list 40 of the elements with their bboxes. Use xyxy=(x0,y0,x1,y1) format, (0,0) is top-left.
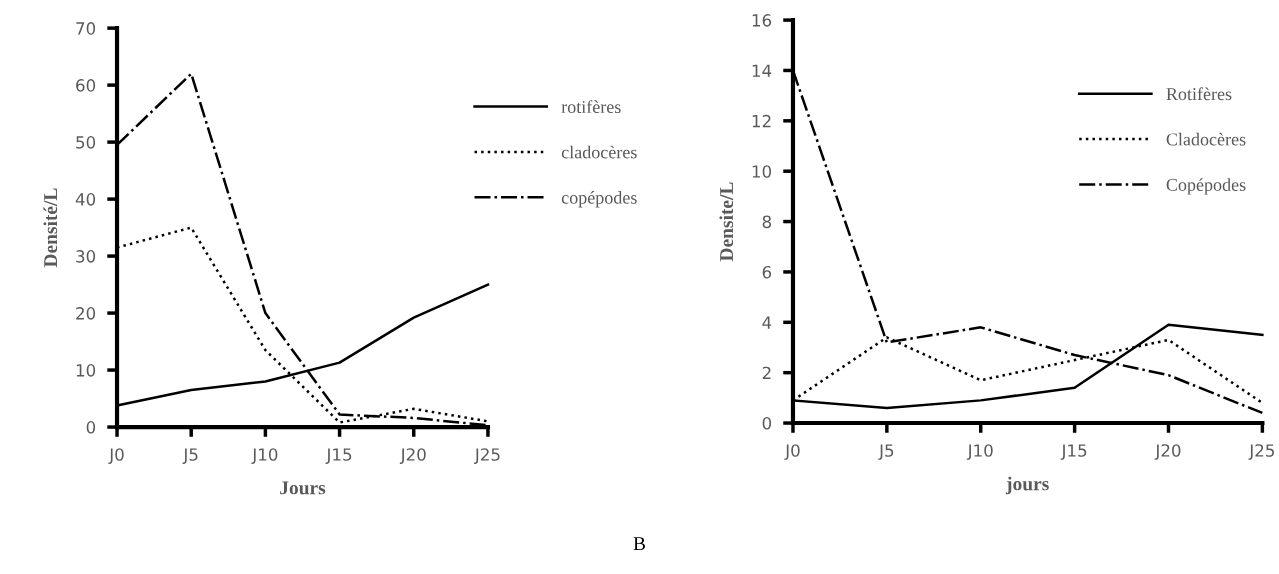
x-axis-title: jours xyxy=(1005,476,1049,495)
x-tick-label: J0 xyxy=(108,448,124,464)
x-tick-label: J15 xyxy=(325,448,352,464)
x-tick-label: J20 xyxy=(1154,444,1181,460)
x-tick-label: J15 xyxy=(1060,444,1087,460)
y-tick-label: 16 xyxy=(752,14,772,27)
legend-label: Rotifères xyxy=(1166,87,1232,101)
legend-label: cladocères xyxy=(561,145,637,159)
y-tick-label: 30 xyxy=(76,250,96,263)
y-axis-title: Densite/L xyxy=(719,182,734,262)
y-tick-label: 12 xyxy=(752,114,771,128)
y-tick-label: 14 xyxy=(752,64,772,77)
y-tick-label: 8 xyxy=(762,215,772,229)
legend-label: copépodes xyxy=(561,191,637,208)
text: B xyxy=(633,537,646,551)
y-tick-label: 60 xyxy=(76,79,96,92)
y-tick-label: 2 xyxy=(762,366,771,379)
x-tick-label: J20 xyxy=(399,448,426,464)
y-tick-label: 10 xyxy=(752,165,772,178)
y-tick-label: 40 xyxy=(75,193,96,206)
y-tick-label: 50 xyxy=(76,136,96,149)
y-tick-label: 10 xyxy=(76,364,96,377)
y-tick-label: 20 xyxy=(76,307,96,320)
legend-label: rotifères xyxy=(561,100,621,114)
y-tick-label: 6 xyxy=(762,265,772,279)
x-tick-label: J5 xyxy=(182,448,198,464)
y-tick-label: 4 xyxy=(762,316,772,329)
x-tick-label: J5 xyxy=(878,444,894,460)
x-tick-label: J25 xyxy=(474,448,500,464)
y-tick-label: 0 xyxy=(762,417,772,430)
y-tick-label: 0 xyxy=(86,421,96,434)
x-tick-label: J25 xyxy=(1248,444,1274,460)
x-tick-label: J10 xyxy=(966,444,993,460)
y-tick-label: 70 xyxy=(76,22,96,35)
x-axis-title: Jours xyxy=(280,481,326,495)
y-axis-title: Densité/L xyxy=(43,188,58,268)
legend-label: Cladocères xyxy=(1166,132,1246,146)
x-tick-label: J10 xyxy=(251,448,278,464)
x-tick-label: J0 xyxy=(784,444,800,460)
legend-label: Copépodes xyxy=(1166,178,1246,195)
